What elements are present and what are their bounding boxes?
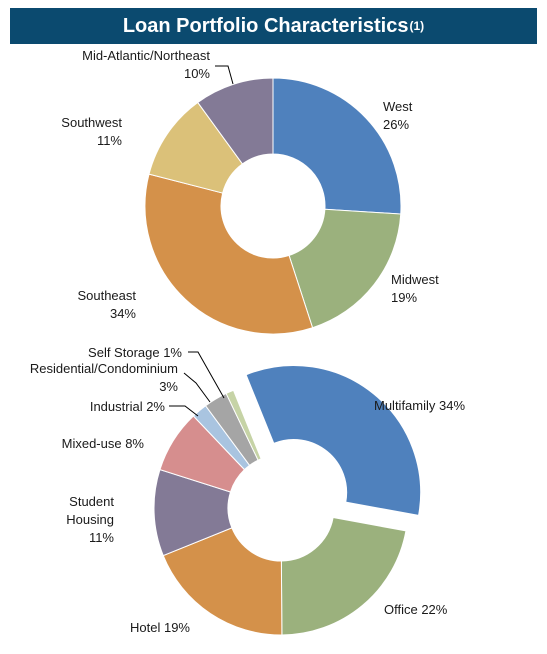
- leader-line-mid-atlantic-northeast: [215, 65, 234, 85]
- label-hotel: Hotel 19%: [130, 620, 190, 635]
- label-multifamily: Multifamily 34%: [374, 398, 465, 413]
- slice-multifamily: [245, 365, 422, 517]
- chart-title: Loan Portfolio Characteristics: [122, 14, 409, 37]
- label-industrial: Industrial 2%: [90, 399, 166, 414]
- slice-mid-atlantic-northeast: [197, 77, 274, 165]
- title-footnote: (1): [409, 19, 425, 33]
- label-midwest: Midwest 19%: [391, 272, 439, 305]
- slice-office: [280, 516, 407, 636]
- label-southeast: Southeast 34%: [77, 288, 136, 321]
- slice-hotel: [162, 527, 283, 636]
- label-west: West 26%: [383, 99, 413, 132]
- label-mid-atlantic-northeast: Mid-Atlantic/Northeast 10%: [82, 48, 210, 81]
- label-self-storage: Self Storage 1%: [88, 345, 182, 360]
- label-southwest: Southwest 11%: [61, 115, 122, 148]
- label-office: Office 22%: [384, 602, 448, 617]
- slice-west: [272, 77, 402, 215]
- label-mixed-use: Mixed-use 8%: [62, 436, 145, 451]
- slice-midwest: [288, 208, 402, 329]
- slice-self-storage: [225, 389, 262, 461]
- chart-title-bar: Loan Portfolio Characteristics (1): [10, 8, 537, 44]
- donut-chart-1: [144, 77, 402, 335]
- slice-southeast: [144, 173, 314, 335]
- label-student-housing: Student Housing 11%: [66, 494, 114, 545]
- leader-line-industrial: [169, 405, 199, 417]
- leader-line-self-storage: [188, 351, 225, 399]
- leader-line-residential-condominium: [183, 372, 211, 403]
- label-residential-condominium: Residential/Condominium 3%: [30, 361, 179, 394]
- donut-chart-2: [153, 365, 422, 636]
